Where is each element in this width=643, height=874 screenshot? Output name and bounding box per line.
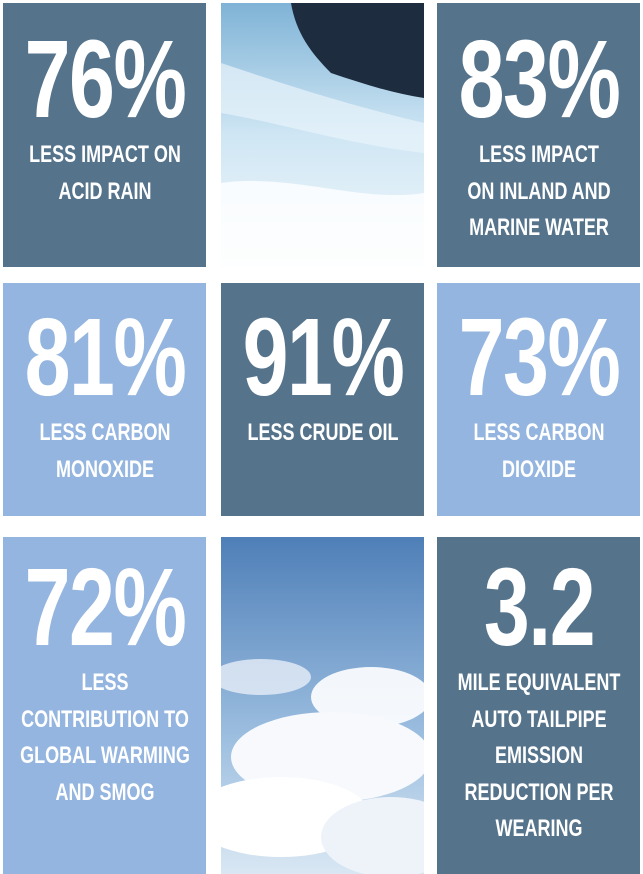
description-line: MONOXIDE [3, 452, 206, 489]
stat-value: 81% [3, 303, 206, 413]
description-line: LESS CRUDE OIL [221, 415, 424, 452]
description-line: GLOBAL WARMING [3, 738, 206, 775]
description-line: MARINE WATER [437, 210, 640, 247]
description-line: REDUCTION PER [437, 775, 640, 812]
description-line: ACID RAIN [3, 174, 206, 211]
description-line: WEARING [437, 811, 640, 848]
description-line: AND SMOG [3, 775, 206, 812]
tile-content: 91%LESS CRUDE OIL [221, 303, 424, 452]
description-line: LESS CARBON [3, 415, 206, 452]
description-line: LESS [3, 665, 206, 702]
description-line: DIOXIDE [437, 452, 640, 489]
description-line: LESS IMPACT ON [3, 137, 206, 174]
description-line: LESS CARBON [437, 415, 640, 452]
water-image [221, 3, 424, 267]
stat-value: 76% [3, 25, 206, 135]
infographic: 76%LESS IMPACT ONACID RAIN 83%LESS IMPAC… [0, 0, 643, 874]
description-line: EMISSION [437, 738, 640, 775]
stat-description: LESS CRUDE OIL [221, 415, 424, 452]
description-line: LESS IMPACT [437, 137, 640, 174]
stat-value: 91% [221, 303, 424, 413]
sky-image [221, 537, 424, 874]
description-line: ON INLAND AND [437, 174, 640, 211]
stat-value: 72% [3, 553, 206, 663]
description-line: CONTRIBUTION TO [3, 702, 206, 739]
description-line: AUTO TAILPIPE [437, 702, 640, 739]
stat-value: 83% [437, 25, 640, 135]
stat-value: 3.2 [437, 553, 640, 663]
stat-value: 73% [437, 303, 640, 413]
stat-tile: 91%LESS CRUDE OIL [221, 283, 424, 516]
description-line: MILE EQUIVALENT [437, 665, 640, 702]
